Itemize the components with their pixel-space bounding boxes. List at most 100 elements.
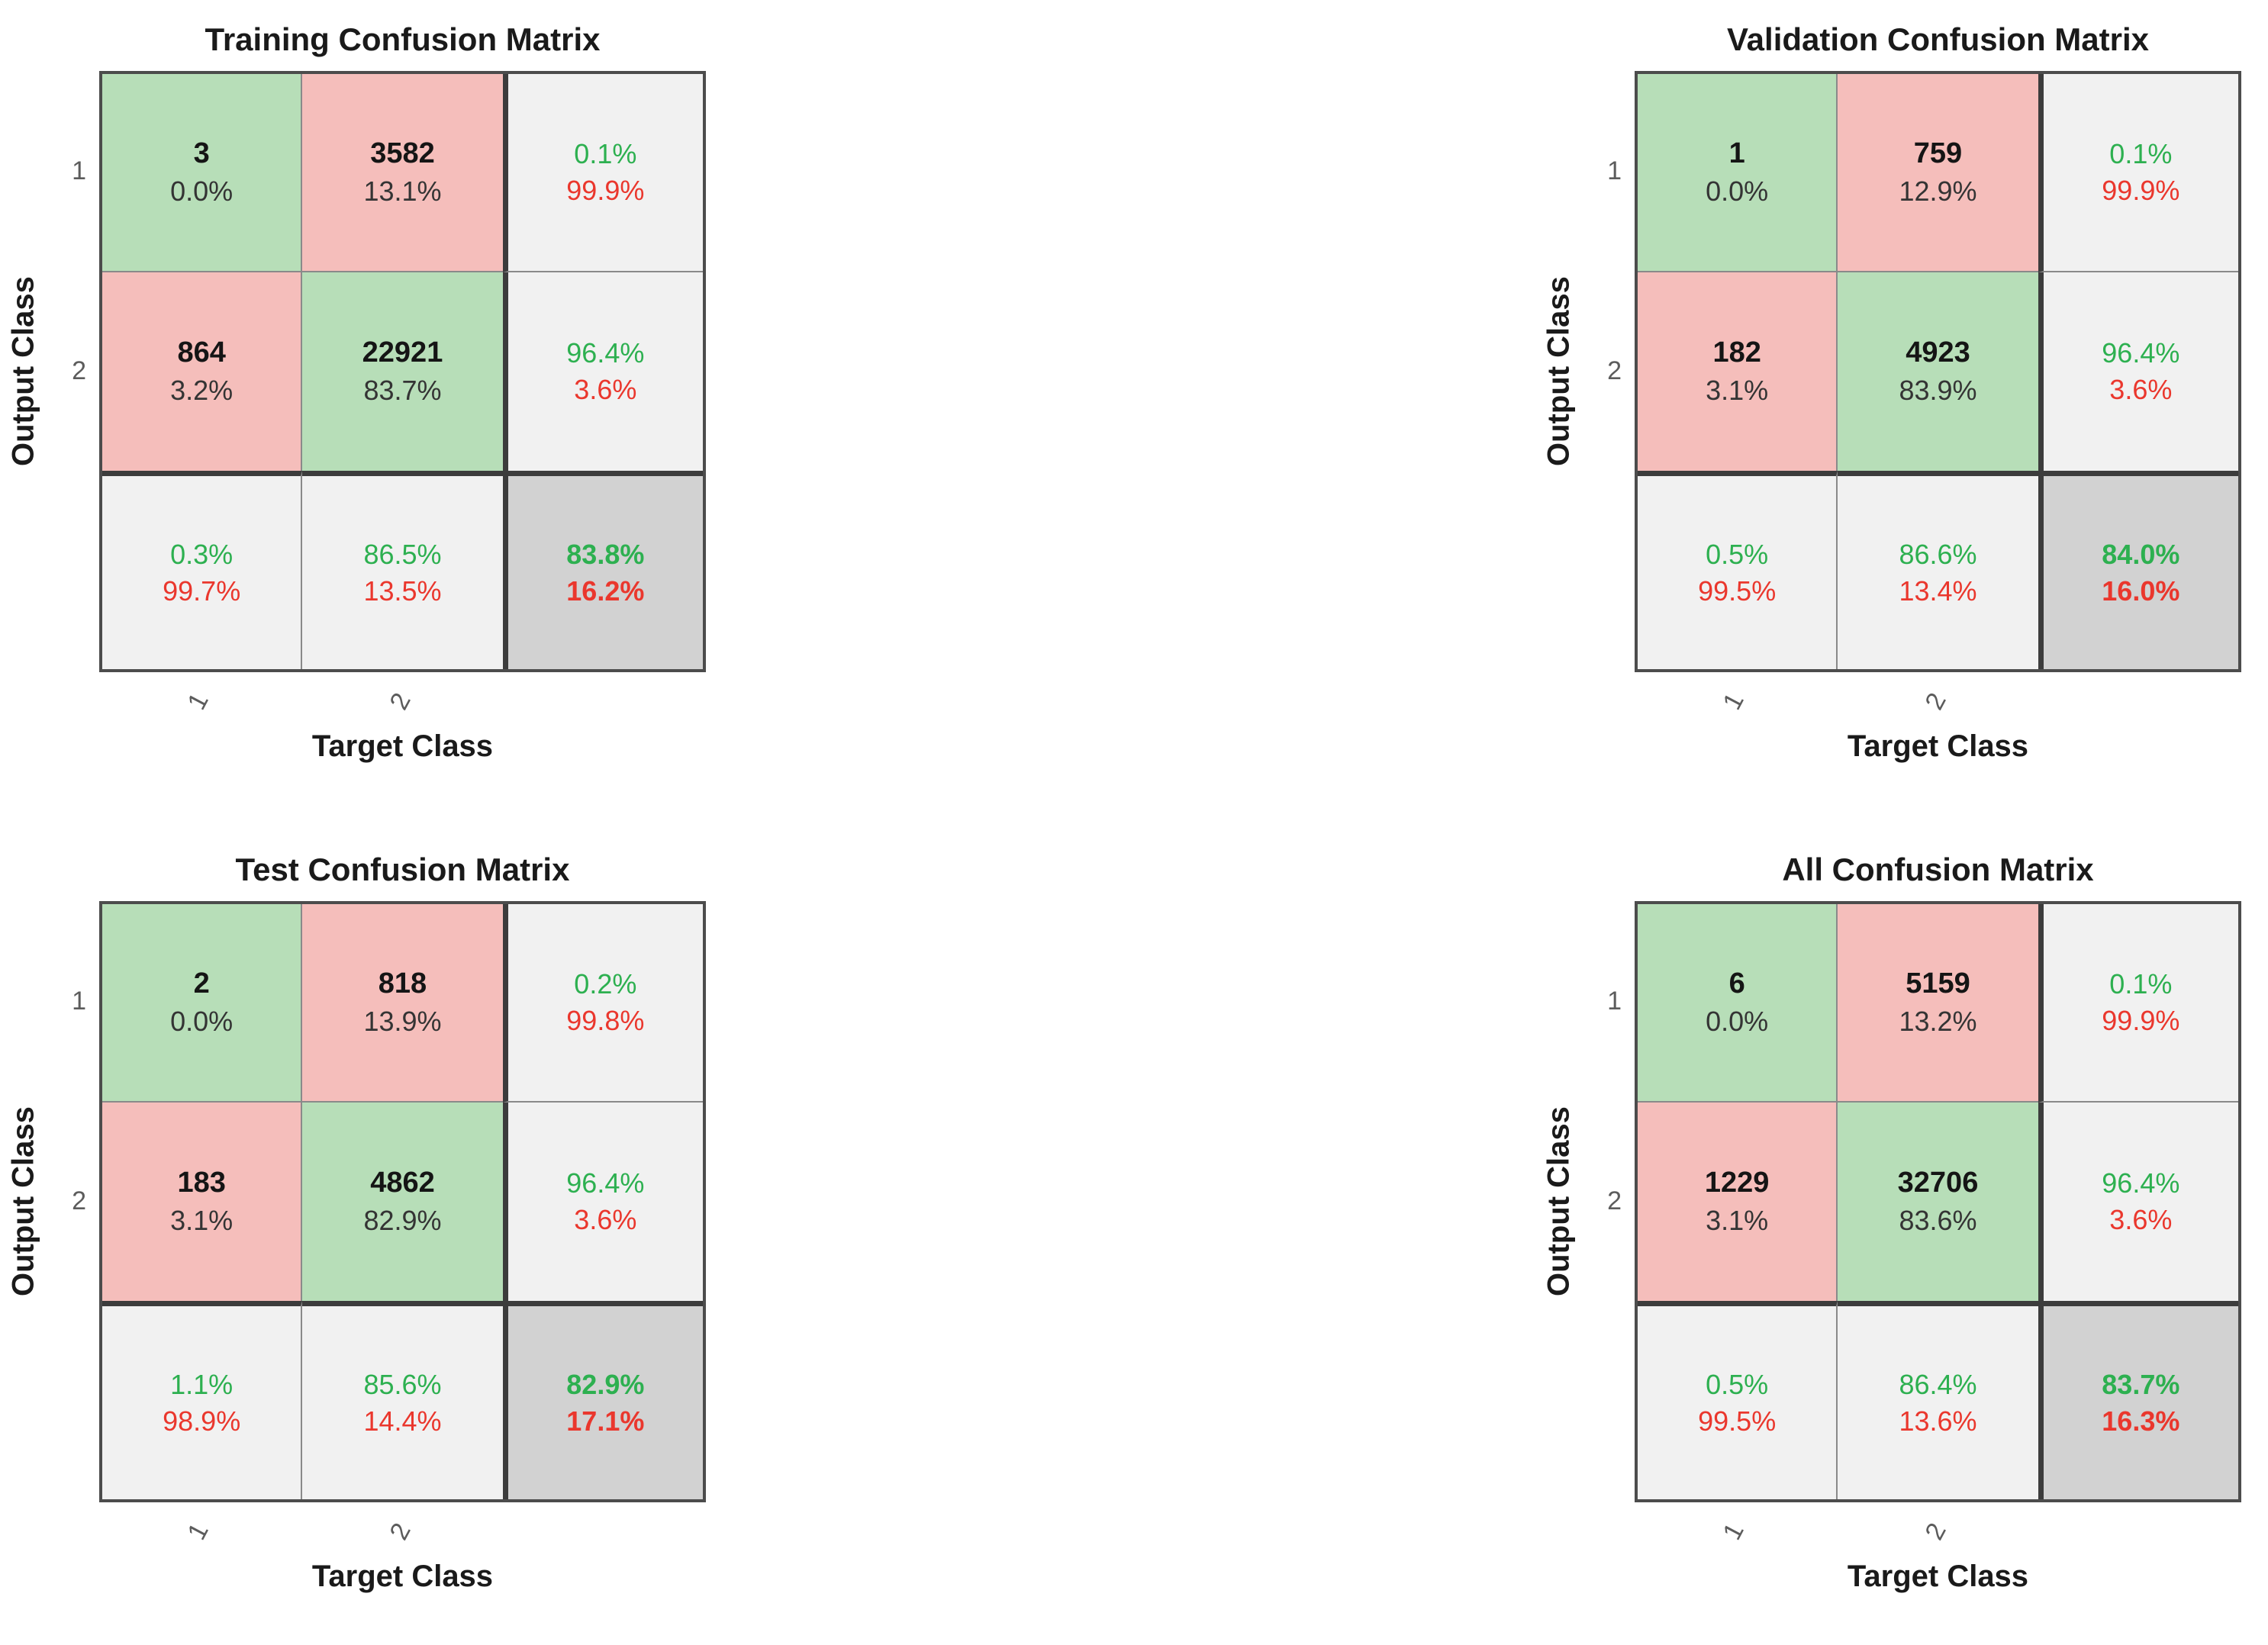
y-tick-1: 1 bbox=[1607, 156, 1622, 185]
cell-line1: 2 bbox=[193, 967, 210, 1000]
matrix-1-cell-r2c3: 96.4% 3.6% bbox=[2038, 272, 2238, 471]
cell-line2: 13.1% bbox=[363, 175, 442, 208]
cell-line1: 96.4% bbox=[566, 1167, 645, 1199]
training-confusion-matrix-panel: Training Confusion Matrix Output Class 1… bbox=[0, 21, 809, 815]
cell-line1: 0.3% bbox=[170, 538, 234, 570]
cell-line1: 96.4% bbox=[2102, 1167, 2180, 1199]
matrix-0-cell-r2c3: 96.4% 3.6% bbox=[502, 272, 703, 471]
cell-line1: 864 bbox=[177, 336, 226, 369]
matrix-1-cell-r2c2: 4923 83.9% bbox=[1838, 272, 2038, 471]
matrix-2-cell-r1c1: 2 0.0% bbox=[102, 904, 303, 1103]
cell-line1: 1.1% bbox=[170, 1368, 234, 1400]
x-tick-2: 2 bbox=[1919, 687, 1952, 715]
matrix-3-cell-r2c2: 32706 83.6% bbox=[1838, 1103, 2038, 1301]
matrix-0-cell-r1c1: 3 0.0% bbox=[102, 74, 303, 272]
cell-line2: 16.3% bbox=[2102, 1405, 2180, 1437]
confusion-matrix-grid: 1 0.0% 759 12.9% 0.1% 99.9% 182 3.1% 4923 83.9% 96… bbox=[1635, 71, 2241, 672]
cell-line2: 99.5% bbox=[1698, 575, 1777, 607]
cell-line1: 86.4% bbox=[1899, 1368, 1977, 1400]
cell-line2: 16.0% bbox=[2102, 575, 2180, 607]
confusion-matrices-figure: Training Confusion Matrix Output Class 1… bbox=[0, 21, 2268, 1593]
chart-title: Validation Confusion Matrix bbox=[1726, 21, 2150, 57]
matrix-2-cell-r2c1: 183 3.1% bbox=[102, 1103, 303, 1301]
matrix-3-cell-r1c3: 0.1% 99.9% bbox=[2038, 904, 2238, 1103]
cell-line1: 3 bbox=[193, 137, 210, 170]
cell-line1: 0.1% bbox=[2109, 968, 2173, 1000]
test-confusion-matrix-panel: Test Confusion Matrix Output Class 1 2 2… bbox=[0, 851, 809, 1645]
matrix-1-cell-r2c1: 182 3.1% bbox=[1638, 272, 1838, 471]
y-axis-label: Output Class bbox=[1542, 276, 1576, 467]
cell-line1: 32706 bbox=[1897, 1167, 1979, 1199]
cell-line2: 0.0% bbox=[1706, 1006, 1769, 1038]
y-tick-2: 2 bbox=[72, 356, 86, 385]
matrix-3-cell-r3c2: 86.4% 13.6% bbox=[1838, 1301, 2038, 1499]
x-axis-label: Target Class bbox=[311, 729, 494, 763]
matrix-2-cell-r1c2: 818 13.9% bbox=[302, 904, 503, 1103]
y-axis-label: Output Class bbox=[1542, 1106, 1576, 1297]
cell-line2: 14.4% bbox=[363, 1405, 442, 1437]
matrix-0-cell-r1c2: 3582 13.1% bbox=[302, 74, 503, 272]
x-tick-1: 1 bbox=[182, 1518, 214, 1545]
matrix-3-cell-r2c3: 96.4% 3.6% bbox=[2038, 1103, 2238, 1301]
cell-line1: 0.2% bbox=[574, 968, 637, 1000]
matrix-0-cell-r2c2: 22921 83.7% bbox=[302, 272, 503, 471]
x-tick-2: 2 bbox=[1919, 1518, 1952, 1545]
cell-line2: 99.9% bbox=[2102, 175, 2180, 206]
cell-line1: 4923 bbox=[1906, 336, 1970, 369]
matrix-1-cell-r3c1: 0.5% 99.5% bbox=[1638, 471, 1838, 669]
matrix-2-cell-r3c2: 85.6% 14.4% bbox=[302, 1301, 503, 1499]
y-tick-2: 2 bbox=[1607, 1186, 1622, 1215]
cell-line2: 99.5% bbox=[1698, 1405, 1777, 1437]
cell-line1: 86.6% bbox=[1899, 538, 1977, 570]
validation-confusion-matrix-panel: Validation Confusion Matrix Output Class… bbox=[1535, 21, 2268, 815]
cell-line1: 183 bbox=[177, 1167, 226, 1199]
y-tick-1: 1 bbox=[1607, 987, 1622, 1016]
confusion-matrix-grid: 3 0.0% 3582 13.1% 0.1% 99.9% 864 3.2% 22921 83.7%… bbox=[99, 71, 706, 672]
chart-title: Training Confusion Matrix bbox=[205, 21, 601, 57]
cell-line2: 13.4% bbox=[1899, 575, 1977, 607]
cell-line2: 3.6% bbox=[2109, 1204, 2173, 1235]
cell-line1: 1 bbox=[1728, 137, 1745, 170]
cell-line1: 83.7% bbox=[2102, 1368, 2180, 1400]
x-tick-2: 2 bbox=[384, 687, 417, 715]
cell-line2: 0.0% bbox=[1706, 175, 1769, 208]
all-confusion-matrix-panel: All Confusion Matrix Output Class 1 2 6 0… bbox=[1535, 851, 2268, 1645]
cell-line1: 5159 bbox=[1906, 967, 1970, 1000]
matrix-0-cell-r3c3: 83.8% 16.2% bbox=[502, 471, 703, 669]
cell-line1: 182 bbox=[1712, 336, 1761, 369]
cell-line1: 0.5% bbox=[1706, 538, 1769, 570]
x-axis-label: Target Class bbox=[1847, 729, 2029, 763]
cell-line2: 0.0% bbox=[170, 1006, 234, 1038]
cell-line2: 12.9% bbox=[1899, 175, 1977, 208]
cell-line1: 1229 bbox=[1704, 1167, 1770, 1199]
x-axis-label: Target Class bbox=[1847, 1560, 2029, 1593]
matrix-0-cell-r3c2: 86.5% 13.5% bbox=[302, 471, 503, 669]
cell-line2: 0.0% bbox=[170, 175, 234, 208]
y-tick-1: 1 bbox=[72, 987, 86, 1016]
cell-line2: 3.1% bbox=[1706, 375, 1769, 407]
cell-line2: 13.5% bbox=[363, 575, 442, 607]
cell-line1: 96.4% bbox=[566, 337, 645, 369]
cell-line1: 818 bbox=[378, 967, 427, 1000]
chart-title: Test Confusion Matrix bbox=[235, 851, 570, 887]
confusion-matrix-grid: 2 0.0% 818 13.9% 0.2% 99.8% 183 3.1% 4862 82.9% 96… bbox=[99, 901, 706, 1502]
y-tick-1: 1 bbox=[72, 156, 86, 185]
matrix-2-cell-r2c2: 4862 82.9% bbox=[302, 1103, 503, 1301]
matrix-1-cell-r3c2: 86.6% 13.4% bbox=[1838, 471, 2038, 669]
cell-line2: 13.2% bbox=[1899, 1006, 1977, 1038]
cell-line2: 99.9% bbox=[566, 175, 645, 206]
cell-line2: 13.6% bbox=[1899, 1405, 1977, 1437]
matrix-3-cell-r1c2: 5159 13.2% bbox=[1838, 904, 2038, 1103]
cell-line1: 96.4% bbox=[2102, 337, 2180, 369]
cell-line1: 82.9% bbox=[566, 1368, 645, 1400]
chart-title: All Confusion Matrix bbox=[1782, 851, 2094, 887]
matrix-3-cell-r3c1: 0.5% 99.5% bbox=[1638, 1301, 1838, 1499]
cell-line1: 84.0% bbox=[2102, 538, 2180, 570]
x-tick-1: 1 bbox=[1717, 1518, 1750, 1545]
cell-line2: 83.9% bbox=[1899, 375, 1977, 407]
y-tick-2: 2 bbox=[72, 1186, 86, 1215]
matrix-1-cell-r1c3: 0.1% 99.9% bbox=[2038, 74, 2238, 272]
cell-line2: 17.1% bbox=[566, 1405, 645, 1437]
x-tick-1: 1 bbox=[1717, 687, 1750, 715]
cell-line2: 3.6% bbox=[574, 1204, 637, 1235]
